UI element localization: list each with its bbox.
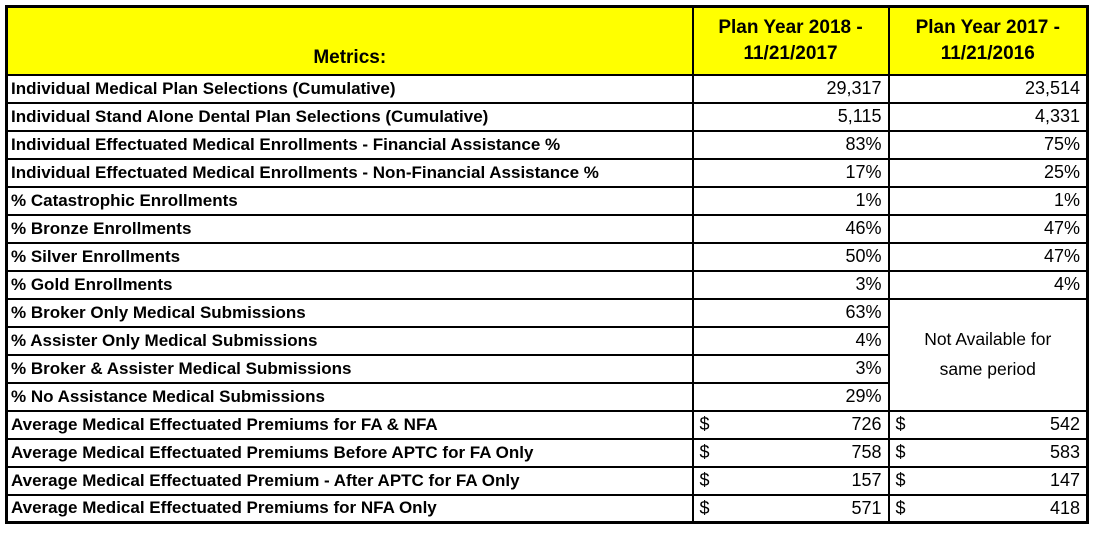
currency-symbol: $	[699, 414, 710, 434]
table-row: % Broker & Assister Medical Submissions …	[5, 353, 1088, 384]
metrics-column-header: Metrics:	[5, 5, 694, 76]
value-2017-cell: 4,331	[887, 101, 1089, 132]
value-2018-cell: 83%	[691, 129, 890, 160]
table-row: Average Medical Effectuated Premiums for…	[5, 409, 1089, 440]
table-row: % Silver Enrollments 50% 47%	[5, 241, 1089, 272]
metric-label-cell: % No Assistance Medical Submissions	[5, 381, 694, 412]
value-2017-cell: 25%	[887, 157, 1089, 188]
currency-symbol: $	[895, 414, 906, 434]
value-2017-cell: 47%	[887, 213, 1089, 244]
value-2018-cell: 1%	[691, 185, 890, 216]
amount: 758	[851, 442, 882, 462]
currency-symbol: $	[895, 497, 906, 518]
value-2018-cell: 4%	[691, 325, 890, 356]
table-row: % Bronze Enrollments 46% 47%	[5, 213, 1089, 244]
table-row: Individual Effectuated Medical Enrollmen…	[5, 157, 1089, 188]
amount: 418	[1049, 497, 1080, 518]
table-row: % Catastrophic Enrollments 1% 1%	[5, 185, 1089, 216]
value-2017-cell: 47%	[887, 241, 1089, 272]
table-row: % Assister Only Medical Submissions 4%	[5, 325, 1088, 356]
value-2018-cell: $ 758	[691, 437, 890, 468]
plan-year-2018-column-header: Plan Year 2018 - 11/21/2017	[691, 5, 890, 76]
value-2017-cell: $ 542	[887, 409, 1089, 440]
table-row: Individual Effectuated Medical Enrollmen…	[5, 129, 1089, 160]
plan-year-2017-column-header: Plan Year 2017 - 11/21/2016	[887, 5, 1089, 76]
amount: 542	[1049, 414, 1080, 434]
metric-label-cell: % Silver Enrollments	[5, 241, 694, 272]
metric-label-cell: Individual Medical Plan Selections (Cumu…	[5, 73, 694, 104]
value-2018-cell: 3%	[691, 353, 890, 384]
value-2018-cell: 17%	[691, 157, 890, 188]
table-row: % No Assistance Medical Submissions 29%	[5, 381, 1088, 412]
metric-label-cell: % Gold Enrollments	[5, 269, 694, 300]
value-2017-cell: $ 147	[887, 465, 1089, 496]
metric-label-cell: Individual Effectuated Medical Enrollmen…	[5, 157, 694, 188]
table-row: Average Medical Effectuated Premiums for…	[5, 493, 1089, 524]
currency-symbol: $	[699, 470, 710, 490]
amount: 583	[1049, 442, 1080, 462]
value-2017-cell: $ 418	[887, 493, 1089, 524]
metrics-table: Metrics: Plan Year 2018 - 11/21/2017 Pla…	[5, 5, 1089, 524]
amount: 726	[851, 414, 882, 434]
value-2018-cell: 29,317	[691, 73, 890, 104]
table-row: % Broker Only Medical Submissions 63% No…	[5, 297, 1089, 412]
currency-symbol: $	[699, 497, 710, 518]
table-row: Individual Stand Alone Dental Plan Selec…	[5, 101, 1089, 132]
value-2018-cell: $ 726	[691, 409, 890, 440]
value-2017-cell: 75%	[887, 129, 1089, 160]
currency-symbol: $	[895, 470, 906, 490]
value-2017-cell: $ 583	[887, 437, 1089, 468]
metric-label-cell: Individual Effectuated Medical Enrollmen…	[5, 129, 694, 160]
value-2017-cell: 23,514	[887, 73, 1089, 104]
currency-symbol: $	[699, 442, 710, 462]
table-row: % Gold Enrollments 3% 4%	[5, 269, 1089, 300]
value-2018-cell: 63%	[691, 297, 890, 328]
table-row: Average Medical Effectuated Premium - Af…	[5, 465, 1089, 496]
value-2017-cell: 1%	[887, 185, 1089, 216]
value-2017-cell: 4%	[887, 269, 1089, 300]
metric-label-cell: % Assister Only Medical Submissions	[5, 325, 694, 356]
value-2018-cell: $ 571	[691, 493, 890, 524]
metric-label-cell: Individual Stand Alone Dental Plan Selec…	[5, 101, 694, 132]
not-available-merged-cell: Not Available for same period	[887, 297, 1089, 412]
metric-label-cell: % Broker Only Medical Submissions	[5, 297, 694, 328]
metric-label-cell: Average Medical Effectuated Premiums for…	[5, 493, 694, 524]
value-2018-cell: 5,115	[691, 101, 890, 132]
value-2018-cell: 46%	[691, 213, 890, 244]
metric-label-cell: Average Medical Effectuated Premiums for…	[5, 409, 694, 440]
value-2018-cell: 29%	[691, 381, 890, 412]
currency-symbol: $	[895, 442, 906, 462]
header-row: Metrics: Plan Year 2018 - 11/21/2017 Pla…	[5, 5, 1089, 76]
value-2018-cell: 50%	[691, 241, 890, 272]
metric-label-cell: Average Medical Effectuated Premiums Bef…	[5, 437, 694, 468]
table-row: Average Medical Effectuated Premiums Bef…	[5, 437, 1089, 468]
amount: 157	[851, 470, 882, 490]
value-2018-cell: 3%	[691, 269, 890, 300]
metric-label-cell: % Catastrophic Enrollments	[5, 185, 694, 216]
value-2018-cell: $ 157	[691, 465, 890, 496]
amount: 147	[1049, 470, 1080, 490]
amount: 571	[851, 497, 882, 518]
metric-label-cell: % Bronze Enrollments	[5, 213, 694, 244]
table-row: Individual Medical Plan Selections (Cumu…	[5, 73, 1089, 104]
spreadsheet-metrics-view: Metrics: Plan Year 2018 - 11/21/2017 Pla…	[0, 5, 1101, 538]
metric-label-cell: Average Medical Effectuated Premium - Af…	[5, 465, 694, 496]
metric-label-cell: % Broker & Assister Medical Submissions	[5, 353, 694, 384]
